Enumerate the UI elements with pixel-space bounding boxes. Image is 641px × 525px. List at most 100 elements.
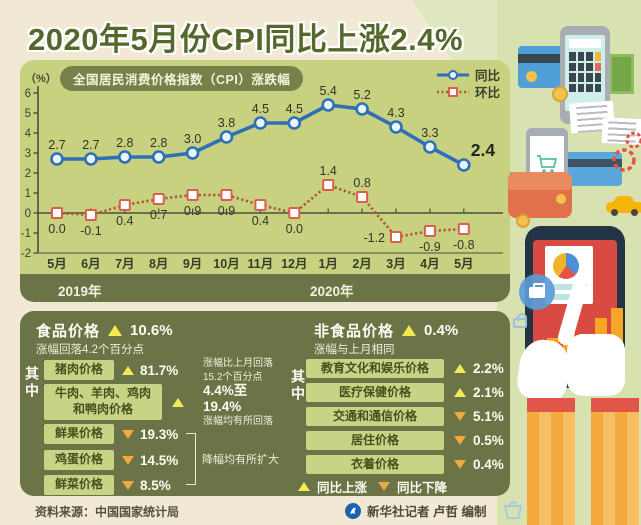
svg-text:6月: 6月 (81, 257, 100, 271)
briefcase-icon (519, 274, 555, 310)
svg-text:3: 3 (25, 148, 31, 160)
svg-text:3.3: 3.3 (421, 126, 438, 140)
food-row-fruit: 鲜果价格 19.3% (44, 424, 178, 444)
nonfood-value: 0.4% (424, 322, 459, 339)
nonfood-note: 涨幅与上月相同 (314, 344, 395, 356)
item-box: 居住价格 (306, 431, 444, 450)
svg-text:0.0: 0.0 (286, 222, 303, 236)
food-row-vegetable: 鲜菜价格 8.5% (44, 475, 171, 495)
svg-text:-0.8: -0.8 (453, 238, 475, 252)
svg-text:0.4: 0.4 (252, 214, 269, 228)
item-box: 鸡蛋价格 (44, 450, 114, 470)
svg-text:-0.1: -0.1 (80, 224, 102, 238)
svg-text:2月: 2月 (352, 257, 371, 271)
svg-text:8月: 8月 (149, 257, 168, 271)
chart-title-pill: 全国居民消费价格指数（CPI）涨跌幅 (60, 66, 304, 91)
nonfood-row-transport: 交通和通信价格 5.1% (306, 407, 504, 426)
item-box: 鲜菜价格 (44, 475, 114, 495)
svg-text:4.3: 4.3 (387, 106, 404, 120)
yoy-line-icon (436, 69, 469, 80)
legend-mom-label: 环比 (474, 86, 500, 100)
svg-text:4月: 4月 (420, 257, 439, 271)
coin-icon (552, 86, 568, 102)
svg-text:5月: 5月 (454, 257, 473, 271)
down-triangle-icon (454, 460, 466, 469)
svg-text:-2: -2 (21, 248, 31, 260)
pointing-hand-icon (567, 334, 625, 396)
svg-text:2.7: 2.7 (48, 138, 65, 152)
svg-text:1: 1 (25, 188, 31, 200)
svg-text:-1: -1 (21, 228, 31, 240)
up-triangle-icon (454, 388, 466, 397)
car-icon (606, 196, 641, 216)
svg-text:2.7: 2.7 (82, 138, 99, 152)
triangle-legend: 同比上涨 同比下降 (298, 477, 447, 496)
nonfood-row-healthcare: 医疗保健价格 2.1% (306, 383, 504, 402)
item-box: 牛肉、羊肉、鸡肉和鸭肉价格 (44, 384, 162, 420)
chart-panel: 6 5 4 3 2 1 0 -1 -2 5月 6月 7月 8月 9月 10月 11月 12月 1月 2月 3月 4月 5月… (20, 60, 510, 302)
up-triangle-icon (172, 397, 184, 407)
up-triangle-icon (108, 325, 123, 336)
footer: 资料来源：中国国家统计局 新华社记者 卢哲 编制 (0, 496, 641, 525)
year-2020-label: 2020年 (310, 284, 354, 299)
mobile-shopping-illustration (508, 128, 641, 228)
nonfood-row-clothing: 衣着价格 0.4% (306, 455, 504, 474)
food-section: 食品价格 10.6% 涨幅回落4.2个百分点 其中 猪肉价格 81.7% 涨幅比… (20, 311, 282, 496)
svg-text:4.5: 4.5 (252, 102, 269, 116)
down-triangle-icon (378, 482, 391, 491)
svg-text:0.9: 0.9 (218, 204, 235, 218)
svg-text:12月: 12月 (281, 257, 307, 271)
bracket (186, 433, 196, 485)
pork-note: 涨幅比上月回落15.2个百分点 (203, 358, 273, 383)
svg-text:-0.9: -0.9 (419, 240, 441, 254)
meat-range-value: 4.4%至19.4% (203, 383, 248, 415)
down-triangle-icon (122, 480, 134, 490)
down-triangle-icon (454, 412, 466, 421)
right-sleeve (591, 398, 639, 525)
triangle-legend-up-label: 同比上涨 (317, 481, 368, 495)
page-title: 2020年5月份CPI同比上涨2.4% (28, 22, 464, 57)
payment-calculator-illustration (512, 26, 641, 146)
chart-legend: 同比 环比 (436, 66, 500, 100)
food-row-meat: 牛肉、羊肉、鸡肉和鸭肉价格 (44, 384, 184, 420)
svg-text:0.9: 0.9 (184, 204, 201, 218)
food-header: 食品价格 10.6% (36, 320, 173, 341)
year-band: 2019年 2020年 (20, 274, 510, 302)
svg-text:10月: 10月 (213, 257, 239, 271)
item-value: 8.5% (140, 477, 171, 493)
item-value: 14.5% (140, 452, 179, 468)
bracket-note: 降幅均有所扩大 (202, 454, 279, 466)
svg-text:2.8: 2.8 (150, 136, 167, 150)
svg-text:3月: 3月 (386, 257, 405, 271)
food-note: 涨幅回落4.2个百分点 (36, 344, 144, 356)
food-title: 食品价格 (36, 323, 101, 340)
svg-text:9月: 9月 (183, 257, 202, 271)
card-chip (526, 71, 537, 82)
meat-note-text: 涨幅均有所回落 (203, 416, 273, 428)
mom-line-icon (436, 86, 469, 97)
price-detail-panel: 食品价格 10.6% 涨幅回落4.2个百分点 其中 猪肉价格 81.7% 涨幅比… (20, 311, 510, 496)
basket-icon (503, 501, 523, 519)
item-box: 鲜果价格 (44, 424, 114, 444)
svg-text:2.8: 2.8 (116, 136, 133, 150)
triangle-legend-down-label: 同比下降 (397, 481, 448, 495)
gear-icon (612, 131, 641, 172)
item-value: 19.3% (140, 426, 179, 442)
up-triangle-icon (454, 364, 466, 373)
svg-text:2.4: 2.4 (471, 140, 496, 160)
coin-icon (516, 214, 530, 228)
item-value: 2.2% (473, 361, 504, 376)
item-value: 2.1% (473, 385, 504, 400)
nonfood-group-label: 其中 (290, 369, 306, 403)
down-triangle-icon (122, 455, 134, 465)
food-row-pork: 猪肉价格 81.7% (44, 360, 178, 380)
svg-text:0.7: 0.7 (150, 208, 167, 222)
item-box: 教育文化和娱乐价格 (306, 359, 444, 378)
banknote-icon (609, 54, 634, 94)
svg-text:-1.2: -1.2 (363, 231, 385, 245)
down-triangle-icon (122, 429, 134, 439)
svg-text:0.8: 0.8 (353, 176, 370, 190)
item-value: 0.4% (473, 457, 504, 472)
food-group-label: 其中 (24, 366, 40, 400)
nonfood-row-education: 教育文化和娱乐价格 2.2% (306, 359, 504, 378)
